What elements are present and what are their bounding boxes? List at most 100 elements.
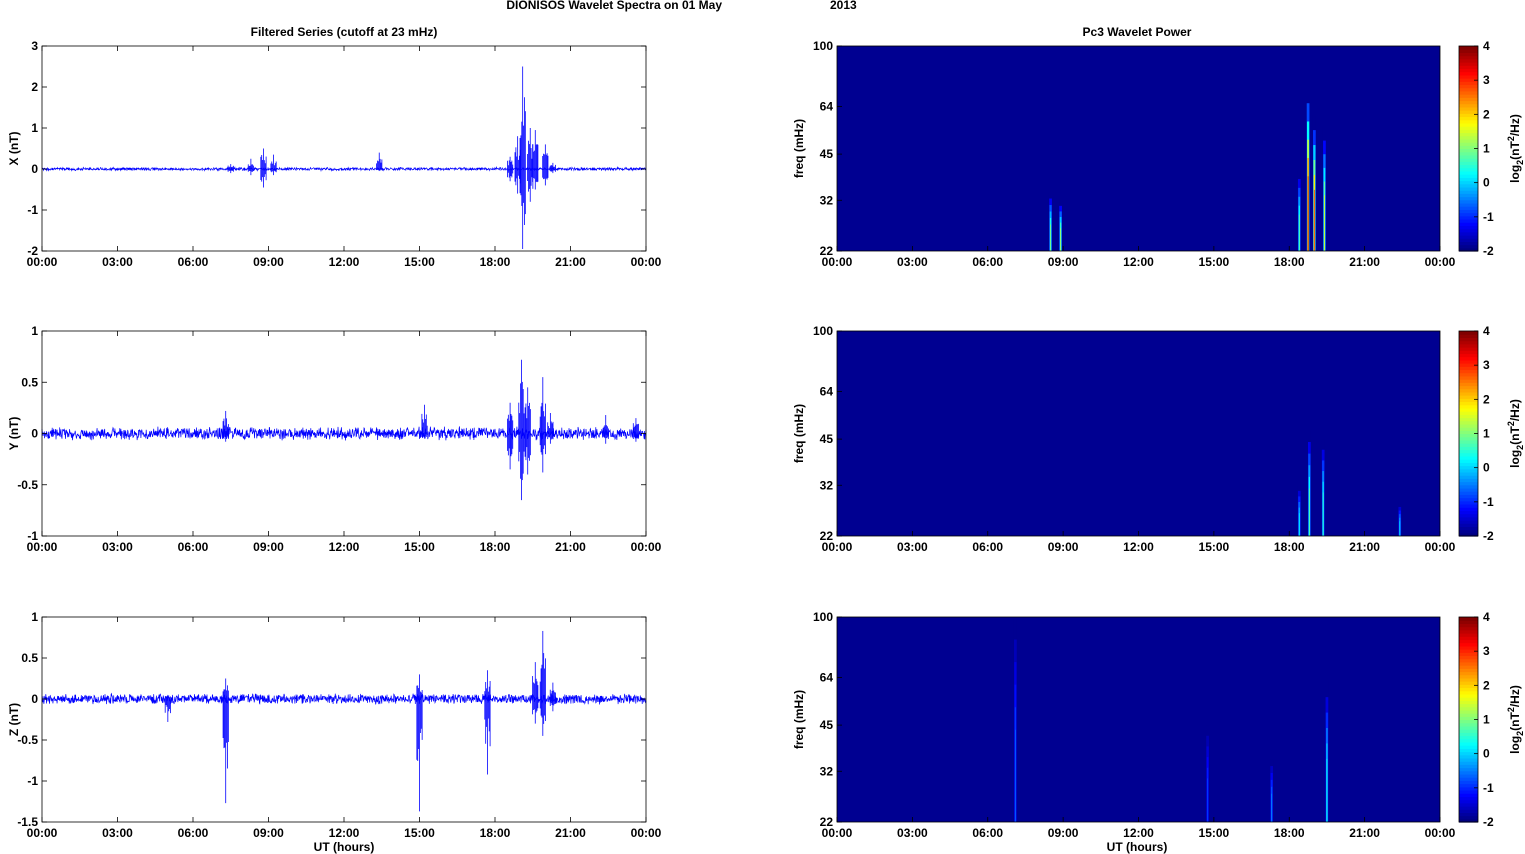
colorbar-cell xyxy=(1459,626,1478,631)
colorbar-cell xyxy=(1459,158,1478,162)
colorbar-cell xyxy=(1459,439,1478,444)
series-Z-event xyxy=(416,674,423,812)
colorbar-cell xyxy=(1459,385,1478,390)
colorbar-cell xyxy=(1459,809,1478,813)
colorbar-cell xyxy=(1459,212,1478,217)
colorbar-tick-label: 0 xyxy=(1483,176,1490,190)
colorbar-cell xyxy=(1459,106,1478,111)
x-tick-label: 00:00 xyxy=(631,826,662,840)
colorbar-cell xyxy=(1459,748,1478,753)
colorbar-cell xyxy=(1459,793,1478,797)
colorbar-cell xyxy=(1459,802,1478,807)
series-Y-event xyxy=(632,418,639,442)
x-tick-label: 21:00 xyxy=(1349,255,1380,269)
x-tick-label: 15:00 xyxy=(404,540,435,554)
x-tick-label: 12:00 xyxy=(329,540,360,554)
colorbar-cell xyxy=(1459,218,1478,223)
colorbar-cell xyxy=(1459,532,1478,537)
colorbar-cell xyxy=(1459,773,1478,778)
colorbar-cell xyxy=(1459,161,1478,166)
colorbar-cell xyxy=(1459,138,1478,143)
heatmap-feature xyxy=(1297,170,1301,251)
x-tick-label: 09:00 xyxy=(1048,540,1079,554)
colorbar-cell xyxy=(1459,407,1478,412)
colorbar-cell xyxy=(1459,388,1478,393)
colorbar-tick-label: 1 xyxy=(1483,713,1490,727)
colorbar-tick-label: 3 xyxy=(1483,358,1490,372)
right-column-title: Pc3 Wavelet Power xyxy=(1083,25,1192,39)
colorbar-cell xyxy=(1459,697,1478,701)
y-tick-label: 64 xyxy=(820,670,834,684)
series-X-event xyxy=(532,130,539,190)
y-tick-label: -0.5 xyxy=(17,733,38,747)
colorbar-cell xyxy=(1459,789,1478,794)
x-tick-label: 18:00 xyxy=(480,540,511,554)
x-tick-label: 18:00 xyxy=(1274,826,1305,840)
colorbar-cell xyxy=(1459,126,1478,130)
colorbar-tick-label: 0 xyxy=(1483,461,1490,475)
colorbar-cell xyxy=(1459,503,1478,508)
colorbar-cell xyxy=(1459,55,1478,60)
colorbar-tick-label: 2 xyxy=(1483,107,1490,121)
plot-area xyxy=(42,617,646,822)
colorbar-cell xyxy=(1459,471,1478,476)
colorbar-cell xyxy=(1459,58,1478,63)
y-tick-label: 2 xyxy=(31,80,38,94)
y-tick-label: -1 xyxy=(27,774,38,788)
colorbar-cell xyxy=(1459,462,1478,467)
y-axis-label: Y (nT) xyxy=(7,417,21,451)
series-X-event xyxy=(260,148,267,188)
colorbar-cell xyxy=(1459,674,1478,679)
right-x-axis-label: UT (hours) xyxy=(1107,840,1168,854)
colorbar-cell xyxy=(1459,177,1478,182)
colorbar-cell xyxy=(1459,513,1478,518)
series-X-event xyxy=(227,164,234,174)
colorbar-cell xyxy=(1459,729,1478,733)
colorbar: -2 -1 0 1 2 3 4 log2(nT2/Hz) xyxy=(1458,610,1525,829)
heatmap-streak xyxy=(1207,778,1208,822)
heatmap-streak xyxy=(1324,195,1325,251)
colorbar-cell xyxy=(1459,645,1478,650)
colorbar-tick-label: 4 xyxy=(1483,610,1490,624)
y-tick-label: 64 xyxy=(820,384,834,398)
colorbar-tick-label: 4 xyxy=(1483,39,1490,53)
colorbar-cell xyxy=(1459,164,1478,169)
colorbar-cell xyxy=(1459,484,1478,489)
heatmap-streak xyxy=(1060,228,1062,251)
colorbar-cell xyxy=(1459,725,1478,730)
colorbar-cell xyxy=(1459,671,1478,676)
colorbar-tick-label: 3 xyxy=(1483,644,1490,658)
series-X-event xyxy=(376,152,383,172)
colorbar-cell xyxy=(1459,481,1478,486)
x-tick-label: 18:00 xyxy=(1274,540,1305,554)
x-tick-label: 12:00 xyxy=(1123,255,1154,269)
colorbar-cell xyxy=(1459,487,1478,492)
y-tick-label: 32 xyxy=(820,193,834,207)
colorbar-cell xyxy=(1459,167,1478,172)
series-Y-event xyxy=(222,410,229,442)
x-tick-label: 00:00 xyxy=(27,255,58,269)
y-tick-label: 22 xyxy=(820,815,834,829)
colorbar-cell xyxy=(1459,529,1478,534)
colorbar-cell xyxy=(1459,414,1478,419)
series-Y-event xyxy=(518,359,525,501)
x-tick-label: 15:00 xyxy=(404,255,435,269)
colorbar: -2 -1 0 1 2 3 4 log2(nT2/Hz) xyxy=(1458,324,1525,543)
series-Y-event xyxy=(421,404,428,439)
colorbar-cell xyxy=(1459,350,1478,355)
y-tick-label: -0.5 xyxy=(17,478,38,492)
colorbar-cell xyxy=(1459,100,1478,105)
colorbar-cell xyxy=(1459,391,1478,396)
heatmap-streak xyxy=(1308,488,1310,536)
colorbar-cell xyxy=(1459,209,1478,214)
heatmap-feature xyxy=(1059,200,1063,251)
series-Z-event xyxy=(539,630,546,736)
colorbar-cell xyxy=(1459,375,1478,380)
x-tick-label: 06:00 xyxy=(972,826,1003,840)
y-tick-label: -2 xyxy=(27,244,38,258)
colorbar-cell xyxy=(1459,677,1478,682)
series-X-event xyxy=(542,144,549,186)
heatmap-streak xyxy=(1313,189,1315,251)
series-X-event xyxy=(507,156,514,182)
